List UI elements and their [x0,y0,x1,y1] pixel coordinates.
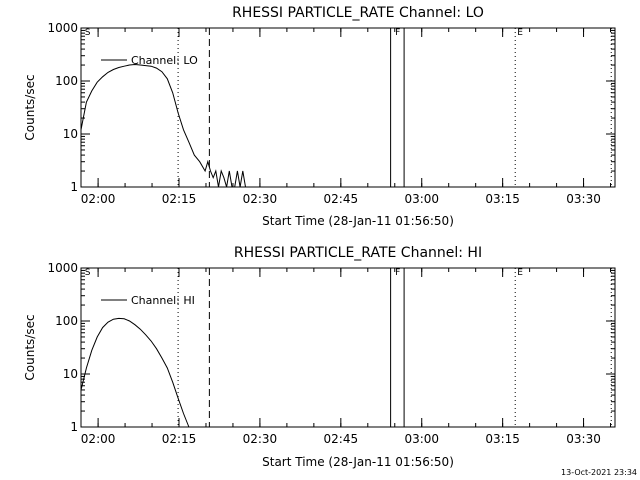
x-tick-label: 02:15 [162,192,197,206]
x-tick-label: 03:00 [404,432,439,446]
x-tick-label: 02:15 [162,432,197,446]
x-tick-label: 02:30 [243,192,278,206]
marker-label: S [85,28,91,38]
marker-label: S [85,268,91,278]
x-axis-label: Start Time (28-Jan-11 01:56:50) [262,214,454,228]
y-tick-label: 100 [55,74,78,88]
y-tick-label: 10 [63,367,78,381]
y-tick-label: 1 [70,180,78,194]
chart-title: RHESSI PARTICLE_RATE Channel: HI [234,245,482,261]
marker-label: E [517,28,523,38]
legend-label: Channel: LO [131,54,198,67]
x-tick-label: 03:00 [404,192,439,206]
series-line [80,317,190,428]
x-tick-label: 03:30 [566,432,601,446]
x-tick-label: 02:45 [324,432,359,446]
legend-label: Channel: HI [131,294,195,307]
footer-timestamp: 13-Oct-2021 23:34 [561,468,637,477]
y-tick-label: 100 [55,314,78,328]
y-axis-label: Counts/sec [23,74,37,140]
plot-frame [80,27,616,188]
y-tick-label: 1 [70,420,78,434]
hi-channel-panel: RHESSI PARTICLE_RATE Channel: HI Counts/s… [23,245,616,469]
marker-label: E [517,268,523,278]
marker-label: F [395,28,400,38]
series-line [80,63,249,188]
lo-channel-panel: RHESSI PARTICLE_RATE Channel: LO Counts/s… [23,5,616,228]
x-tick-label: 02:00 [81,192,116,206]
y-tick-label: 1000 [47,21,78,35]
x-tick-label: 03:30 [566,192,601,206]
y-tick-label: 1000 [47,261,78,275]
x-axis-label: Start Time (28-Jan-11 01:56:50) [262,455,454,469]
x-tick-label: 03:15 [485,192,520,206]
y-axis-label: Counts/sec [23,314,37,380]
marker-label: F [395,268,400,278]
x-tick-label: 03:15 [485,432,520,446]
x-tick-label: 02:30 [243,432,278,446]
x-tick-label: 02:45 [324,192,359,206]
x-tick-label: 02:00 [81,432,116,446]
y-tick-label: 10 [63,127,78,141]
chart-title: RHESSI PARTICLE_RATE Channel: LO [232,5,484,21]
plot-frame [80,267,616,428]
